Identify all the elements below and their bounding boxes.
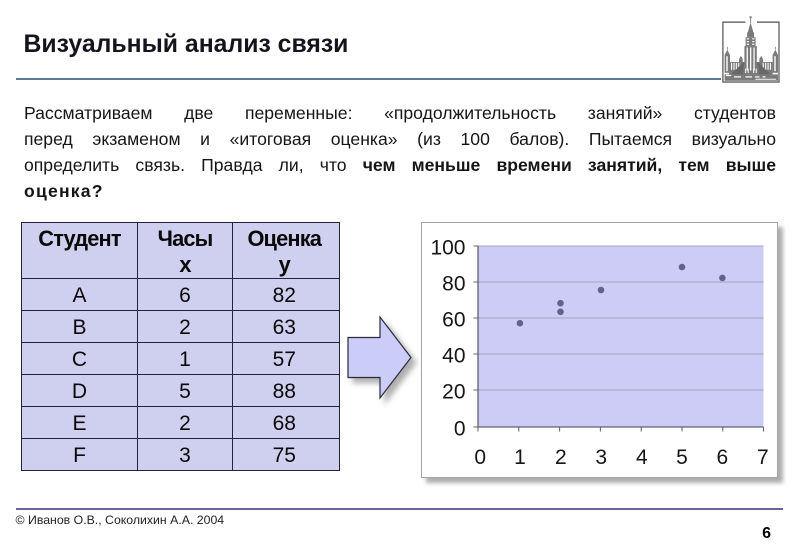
svg-text:40: 40 bbox=[442, 345, 465, 368]
svg-text:7: 7 bbox=[757, 446, 769, 469]
svg-text:0: 0 bbox=[474, 446, 486, 469]
svg-text:0: 0 bbox=[454, 418, 466, 441]
svg-text:100: 100 bbox=[430, 237, 465, 260]
svg-text:4: 4 bbox=[636, 446, 648, 469]
svg-text:3: 3 bbox=[595, 446, 607, 469]
svg-text:5: 5 bbox=[676, 446, 688, 469]
svg-text:80: 80 bbox=[442, 273, 465, 296]
svg-text:1: 1 bbox=[514, 446, 526, 469]
svg-text:6: 6 bbox=[717, 446, 729, 469]
svg-text:2: 2 bbox=[555, 446, 567, 469]
svg-text:60: 60 bbox=[442, 309, 465, 332]
svg-text:20: 20 bbox=[442, 381, 465, 404]
